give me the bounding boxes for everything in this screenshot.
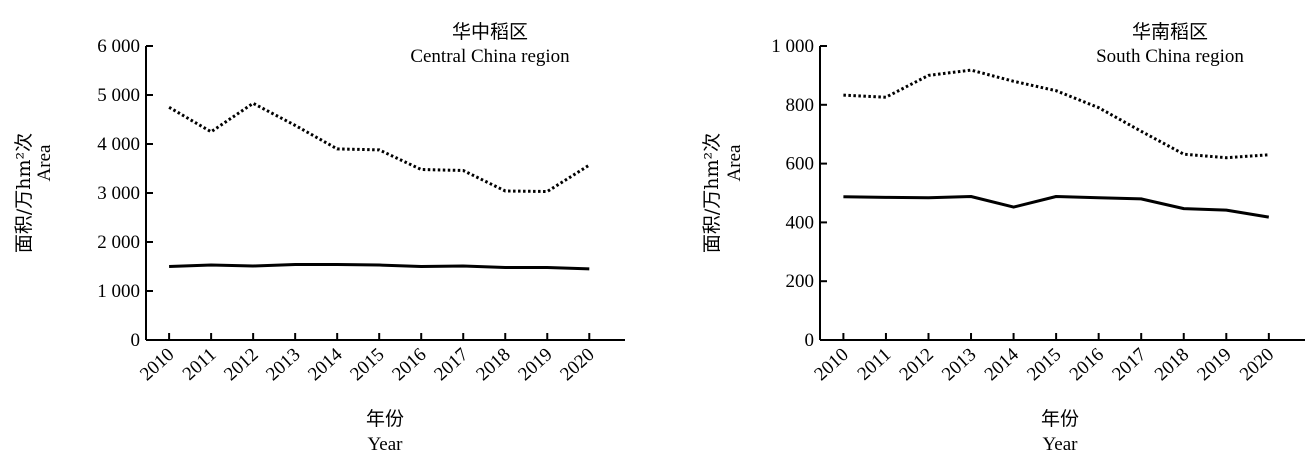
y-tick-label: 200 xyxy=(786,271,815,292)
x-tick-label: 2019 xyxy=(514,344,556,385)
x-tick-label: 2015 xyxy=(1023,344,1065,385)
x-tick-label: 2018 xyxy=(472,344,514,385)
series-line-solid xyxy=(169,263,590,271)
x-tick-label: 2015 xyxy=(346,344,388,385)
x-tick-label: 2017 xyxy=(1108,344,1150,385)
x-tick-label: 2017 xyxy=(430,344,472,385)
chart-subtitle: Central China region xyxy=(410,46,570,67)
x-tick-label: 2014 xyxy=(304,344,347,385)
y-tick-label: 0 xyxy=(131,330,141,351)
x-tick-label: 2018 xyxy=(1151,344,1193,385)
x-tick-label: 2020 xyxy=(1236,344,1278,385)
y-tick-label: 4 000 xyxy=(97,134,140,155)
y-tick-label: 5 000 xyxy=(97,85,140,106)
x-axis-label-en: Year xyxy=(1042,434,1078,455)
x-tick-label: 2016 xyxy=(1066,344,1108,385)
x-axis-label-en: Year xyxy=(367,434,403,455)
y-tick-label: 0 xyxy=(805,330,815,351)
y-axis-label: 面积/万hm²次 xyxy=(13,133,35,253)
x-tick-label: 2010 xyxy=(810,344,852,385)
x-tick-label: 2011 xyxy=(854,344,896,385)
chart-title: 华南稻区 xyxy=(1132,21,1208,43)
series-line-dotted xyxy=(168,101,591,193)
chart-title: 华中稻区 xyxy=(452,21,528,43)
x-tick-label: 2019 xyxy=(1193,344,1235,385)
y-axis-label-en: Area xyxy=(34,144,55,181)
y-tick-label: 400 xyxy=(786,212,815,233)
x-tick-label: 2020 xyxy=(556,344,598,385)
x-tick-label: 2010 xyxy=(136,344,178,385)
y-tick-label: 6 000 xyxy=(97,36,140,57)
y-axis-label: 面积/万hm²次 xyxy=(701,133,723,253)
x-axis-label: 年份 xyxy=(1041,408,1079,430)
x-tick-label: 2013 xyxy=(262,344,304,385)
y-tick-label: 1 000 xyxy=(771,36,814,57)
x-axis-label: 年份 xyxy=(366,408,404,430)
y-tick-label: 1 000 xyxy=(97,281,140,302)
y-tick-label: 600 xyxy=(786,154,815,175)
series-line-solid xyxy=(843,195,1270,219)
x-tick-label: 2012 xyxy=(220,344,262,385)
series-line-dotted xyxy=(843,68,1269,160)
x-tick-label: 2014 xyxy=(981,344,1024,385)
x-tick-label: 2016 xyxy=(388,344,430,385)
y-axis-label-en: Area xyxy=(724,144,745,181)
y-tick-label: 2 000 xyxy=(97,232,140,253)
x-tick-label: 2013 xyxy=(938,344,980,385)
x-tick-label: 2011 xyxy=(179,344,221,385)
chart-subtitle: South China region xyxy=(1096,46,1244,67)
y-tick-label: 3 000 xyxy=(97,183,140,204)
y-tick-label: 800 xyxy=(786,95,815,116)
x-tick-label: 2012 xyxy=(896,344,938,385)
